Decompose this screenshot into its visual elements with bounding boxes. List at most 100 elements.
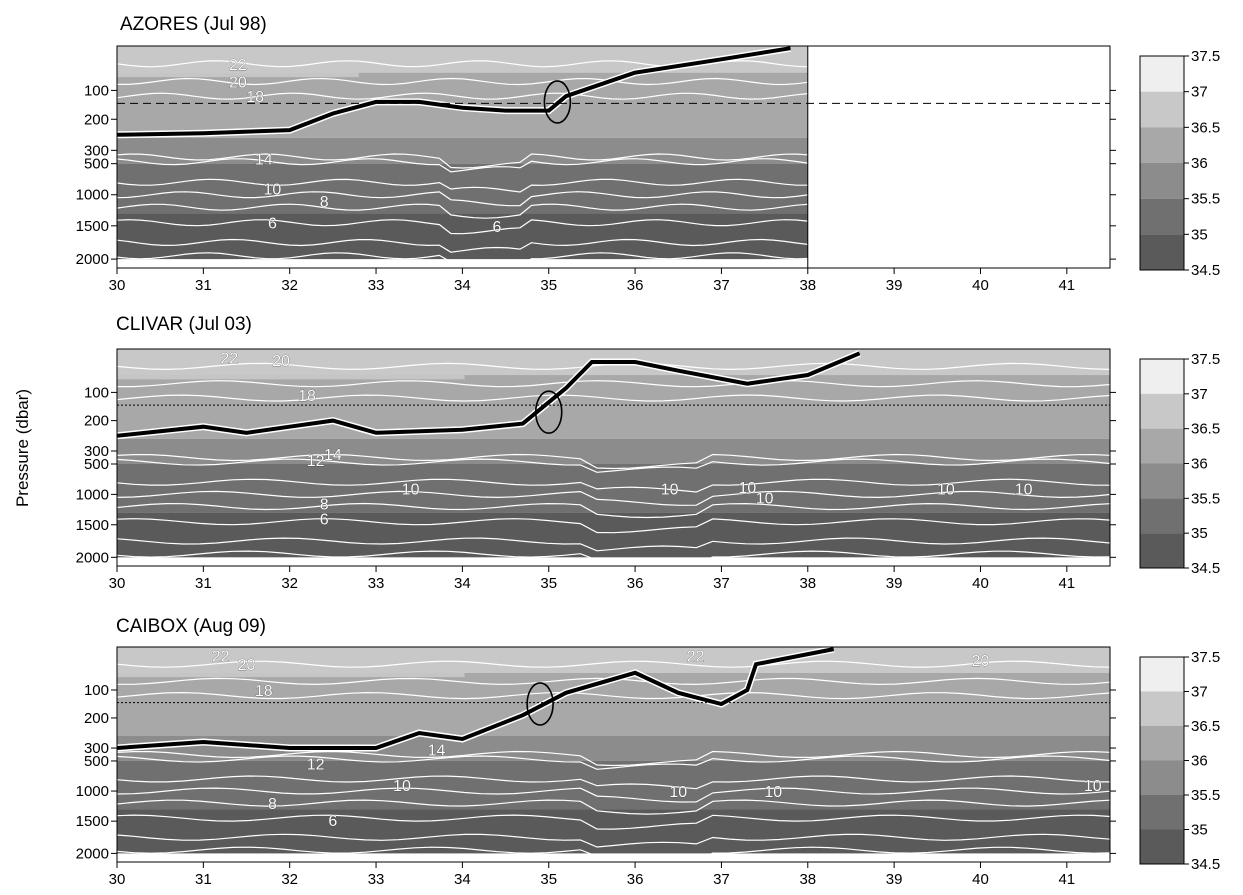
x-tick-label: 31 bbox=[195, 871, 212, 888]
panel-caibox: CAIBOX (Aug 09) 22 20 18 14 12 10 10 10 10 22 20 8 6… bbox=[76, 616, 1116, 888]
contour-label: 10 bbox=[661, 481, 679, 498]
colorbar-swatch bbox=[1140, 163, 1184, 199]
colorbar-swatch bbox=[1140, 760, 1184, 795]
contour-label: 22 bbox=[220, 351, 238, 368]
colorbar-label: 35.5 bbox=[1191, 787, 1220, 804]
y-tick-label: 500 bbox=[84, 456, 109, 473]
isotherm-line bbox=[117, 550, 1110, 565]
isotherm-line bbox=[117, 787, 1110, 803]
isotherm-line bbox=[117, 178, 808, 193]
colorbar-label: 36 bbox=[1191, 155, 1208, 172]
panel-title: CLIVAR (Jul 03) bbox=[116, 314, 252, 335]
salinity-field bbox=[117, 349, 1110, 565]
x-tick-label: 35 bbox=[540, 871, 557, 888]
salinity-band bbox=[117, 464, 1110, 513]
contour-label: 10 bbox=[669, 784, 687, 801]
x-tick-label: 33 bbox=[368, 871, 385, 888]
x-tick-label: 41 bbox=[1058, 277, 1075, 294]
contour-label: 20 bbox=[972, 653, 990, 670]
y-tick-label: 200 bbox=[84, 413, 109, 430]
x-tick-label: 32 bbox=[281, 575, 298, 592]
isotherm-line bbox=[117, 453, 1110, 470]
salinity-band bbox=[117, 349, 465, 380]
isotherm-line bbox=[117, 846, 1110, 862]
colorbar-swatch bbox=[1140, 393, 1184, 429]
x-tick-label: 30 bbox=[109, 277, 126, 294]
isotherm-line bbox=[117, 537, 1110, 552]
y-tick-label: 200 bbox=[84, 710, 109, 727]
x-tick-label: 41 bbox=[1058, 575, 1075, 592]
contour-label: 18 bbox=[255, 683, 273, 700]
y-tick-label: 1500 bbox=[76, 218, 109, 235]
colorbar-label: 36.5 bbox=[1191, 119, 1220, 136]
isotherm-line bbox=[117, 775, 1110, 790]
x-tick-label: 30 bbox=[109, 575, 126, 592]
isotherm-line bbox=[117, 203, 808, 219]
x-tick-label: 36 bbox=[627, 575, 644, 592]
colorbar-label: 35.5 bbox=[1191, 490, 1220, 507]
colorbar-swatch bbox=[1140, 498, 1184, 534]
contour-label: 10 bbox=[764, 784, 782, 801]
isotherm-line bbox=[117, 394, 1110, 402]
y-tick-label: 300 bbox=[84, 142, 109, 159]
colorbar-swatch bbox=[1140, 234, 1184, 270]
contour-label: 14 bbox=[324, 447, 342, 464]
colorbar-swatch bbox=[1140, 428, 1184, 464]
contour-label: 20 bbox=[272, 353, 290, 370]
x-tick-label: 40 bbox=[972, 277, 989, 294]
contour-label: 18 bbox=[246, 89, 264, 106]
y-tick-label: 100 bbox=[84, 82, 109, 99]
x-tick-label: 39 bbox=[886, 277, 903, 294]
isotherm-line bbox=[117, 518, 1110, 534]
salinity-field bbox=[117, 647, 1110, 862]
salinity-band bbox=[117, 46, 359, 78]
plot-frame bbox=[116, 646, 1111, 863]
contour-label: 10 bbox=[756, 490, 774, 507]
colorbar-label: 36.5 bbox=[1191, 718, 1220, 735]
front-circle-marker bbox=[543, 80, 572, 124]
contour-label: 14 bbox=[255, 151, 273, 168]
colorbar-swatch bbox=[1140, 726, 1184, 761]
colorbar-azores: 37.5 37 36.5 36 35.5 35 34.5 bbox=[1139, 48, 1220, 279]
colorbar-label: 35 bbox=[1191, 226, 1208, 243]
colorbar-label: 34.5 bbox=[1191, 856, 1220, 873]
x-tick-label: 40 bbox=[972, 871, 989, 888]
salinity-field bbox=[117, 46, 808, 267]
salinity-band bbox=[117, 809, 1110, 854]
contour-label: 22 bbox=[229, 57, 247, 74]
x-tick-label: 36 bbox=[627, 277, 644, 294]
contour-label: 6 bbox=[492, 219, 501, 236]
isotherm-line bbox=[117, 191, 808, 207]
contour-label: 18 bbox=[298, 388, 316, 405]
isotherm-line bbox=[117, 252, 808, 267]
x-tick-label: 37 bbox=[713, 871, 730, 888]
panel-title: AZORES (Jul 98) bbox=[120, 14, 267, 35]
contour-label: 10 bbox=[402, 481, 420, 498]
contour-label: 8 bbox=[320, 497, 329, 514]
y-tick-label: 1500 bbox=[76, 517, 109, 534]
colorbar-label: 37.5 bbox=[1191, 48, 1220, 65]
front-line bbox=[117, 647, 835, 750]
isotherm-line bbox=[117, 92, 808, 100]
isotherm-line bbox=[117, 153, 808, 169]
colorbar-label: 35 bbox=[1191, 525, 1208, 542]
colorbar-label: 36.5 bbox=[1191, 421, 1220, 438]
colorbar-clivar: 37.5 37 36.5 36 35.5 35 34.5 bbox=[1139, 351, 1220, 577]
salinity-band bbox=[117, 512, 1110, 558]
y-tick-label: 100 bbox=[84, 682, 109, 699]
contour-label: 12 bbox=[307, 453, 325, 470]
x-tick-label: 36 bbox=[627, 871, 644, 888]
isotherm-line bbox=[117, 833, 1110, 848]
x-tick-label: 39 bbox=[886, 871, 903, 888]
isotherm-line bbox=[117, 814, 1110, 830]
contour-label: 6 bbox=[320, 512, 329, 529]
x-tick-label: 32 bbox=[281, 871, 298, 888]
colorbar-label: 37 bbox=[1191, 386, 1208, 403]
x-tick-label: 39 bbox=[886, 575, 903, 592]
x-tick-label: 35 bbox=[540, 575, 557, 592]
x-tick-label: 32 bbox=[281, 277, 298, 294]
x-tick-label: 33 bbox=[368, 277, 385, 294]
colorbar-swatch bbox=[1140, 657, 1184, 692]
isotherm-line bbox=[117, 458, 1110, 473]
